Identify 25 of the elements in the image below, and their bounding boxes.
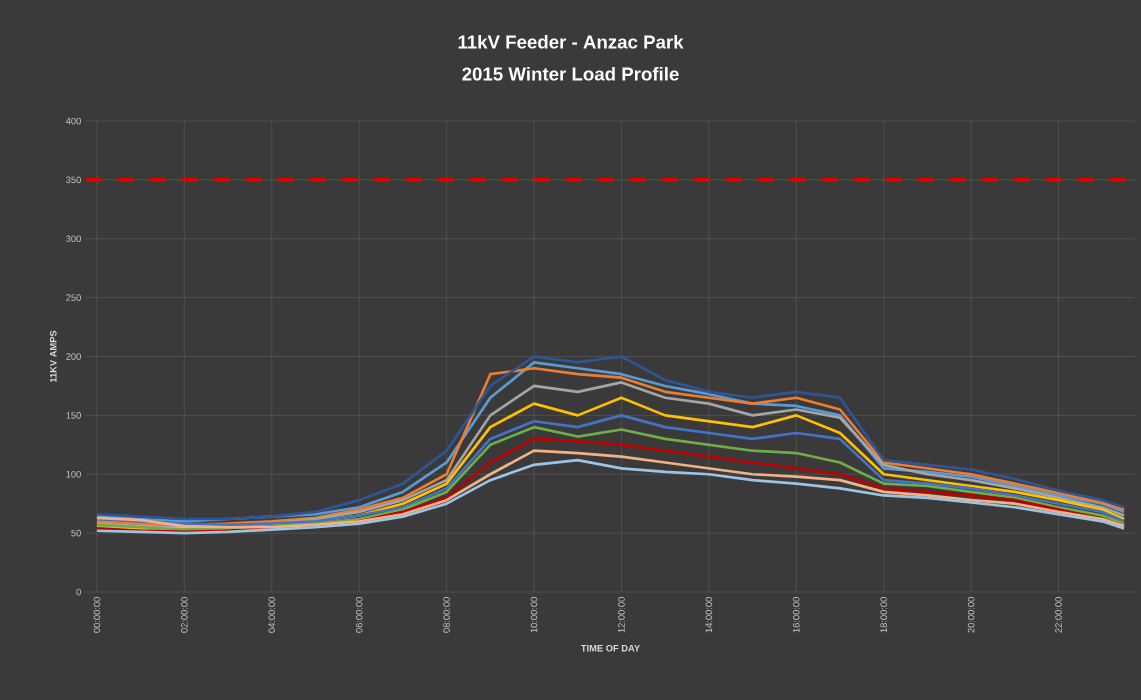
x-tick-label: 22:00:00 [1055,597,1062,633]
x-tick-label: 12:00:00 [618,597,625,633]
y-tick-label: 50 [71,529,81,537]
chart-title: 11kV Feeder - Anzac Park [458,34,684,49]
x-tick-label: 20:00:00 [967,597,975,633]
y-axis-title: 11KV AMPS [49,330,57,383]
x-tick-label: 06:00:00 [355,597,363,633]
y-tick-label: 150 [66,412,81,419]
x-tick-label: 02:00:00 [181,597,188,633]
y-tick-label: 0 [76,588,81,596]
x-tick-label: 00:00:00 [93,597,101,633]
y-tick-label: 400 [65,117,81,125]
x-axis-title: TIME OF DAY [580,644,640,652]
x-tick-label: 16:00:00 [792,597,800,633]
chart-subtitle: 2015 Winter Load Profile [462,66,679,81]
y-tick-label: 300 [66,235,81,243]
y-tick-label: 200 [66,353,81,360]
x-tick-label: 18:00:00 [880,597,887,633]
x-tick-label: 04:00:00 [268,597,276,633]
y-tick-label: 100 [66,470,81,478]
x-tick-label: 08:00:00 [443,597,450,633]
x-tick-label: 14:00:00 [705,597,713,633]
y-tick-label: 250 [66,294,81,301]
y-tick-label: 350 [66,176,81,184]
x-tick-label: 10:00:00 [530,597,538,633]
